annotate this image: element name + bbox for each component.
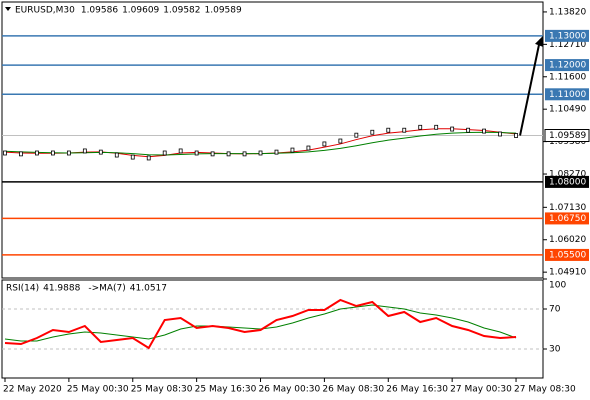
candle	[482, 128, 487, 134]
x-tick-label: 26 May 08:30	[322, 385, 384, 395]
y-tick-label: 1.07130	[549, 203, 586, 213]
level-box	[545, 88, 589, 101]
rsi-line	[4, 304, 517, 342]
candle	[114, 152, 119, 158]
x-tick-label: 27 May 08:30	[514, 385, 576, 395]
level-label: 1.06750	[549, 214, 586, 224]
y-tick-label: 1.09380	[549, 137, 586, 147]
rsi-title: RSI(14)	[6, 284, 39, 294]
current-price-label: 1.09589	[549, 131, 586, 141]
y-tick-label: 1.12710	[549, 40, 586, 50]
x-tick-label: 25 May 16:30	[195, 385, 257, 395]
candle	[19, 151, 23, 157]
candle	[35, 150, 39, 156]
y-tick-label: 1.08270	[549, 170, 586, 180]
level-box	[545, 29, 589, 42]
candle	[434, 124, 439, 130]
rsi-header: ->MA(7)	[88, 284, 125, 294]
candle	[498, 131, 502, 137]
candle	[466, 127, 471, 133]
candle	[450, 126, 455, 132]
candle	[98, 149, 103, 155]
y-tick-label: 1.06020	[549, 235, 586, 245]
menu-arrow	[5, 7, 11, 11]
x-tick-label: 25 May 00:30	[67, 385, 129, 395]
y-tick-label: 1.10490	[549, 105, 586, 115]
level-box	[545, 212, 589, 225]
candle	[66, 150, 71, 156]
y-tick-label: 70	[549, 305, 561, 315]
rsi-header: 41.9888	[43, 284, 80, 294]
y-tick-label: 30	[549, 345, 561, 355]
candle	[194, 150, 199, 156]
level-label: 1.08000	[549, 177, 586, 187]
candle	[338, 138, 343, 144]
candle	[162, 150, 167, 156]
ohlc-value: 1.09582	[163, 6, 200, 16]
ohlc-value: 1.09586	[81, 6, 118, 16]
candle	[418, 124, 423, 130]
candle	[290, 147, 295, 153]
candle	[354, 132, 359, 138]
candle	[226, 151, 231, 157]
candle	[242, 151, 247, 157]
chart-title: EURUSD,M30	[15, 6, 75, 16]
candle	[514, 133, 518, 138]
candle	[370, 129, 375, 135]
y-tick-label: 1.13820	[549, 7, 586, 17]
candle	[274, 149, 279, 155]
candle	[146, 155, 151, 161]
candle	[210, 151, 215, 157]
candle	[258, 150, 263, 156]
ohlc-value: 1.09609	[122, 6, 159, 16]
rsi-panel	[1, 279, 544, 379]
candle	[322, 141, 327, 147]
candle	[306, 145, 311, 151]
y-tick-label: 100	[549, 281, 566, 291]
candle	[386, 127, 391, 133]
level-box	[545, 59, 589, 72]
rsi-line	[4, 298, 517, 350]
candle	[51, 150, 55, 156]
arrow-head	[535, 35, 543, 47]
rsi-header: 41.0517	[130, 284, 167, 294]
x-tick-label: 27 May 00:30	[450, 385, 512, 395]
arrow	[519, 39, 541, 136]
level-label: 1.11000	[549, 90, 586, 100]
level-label: 1.13000	[549, 31, 586, 41]
level-label: 1.05500	[549, 250, 586, 260]
current-price-box	[544, 129, 590, 143]
x-tick-label: 26 May 00:30	[259, 385, 321, 395]
x-tick-label: 26 May 16:30	[386, 385, 448, 395]
candle	[178, 148, 183, 154]
candle	[82, 148, 87, 154]
candle	[130, 154, 135, 160]
candle	[402, 127, 407, 133]
x-tick-label: 22 May 2020	[3, 385, 62, 395]
y-tick-label: 1.11600	[549, 72, 586, 82]
level-box	[545, 175, 589, 188]
candle	[3, 150, 7, 156]
ohlc-value: 1.09589	[205, 6, 242, 16]
x-tick-label: 25 May 08:30	[131, 385, 193, 395]
main-panel	[1, 1, 544, 279]
y-tick-label: 1.04910	[549, 268, 586, 278]
level-box	[545, 248, 589, 261]
level-label: 1.12000	[549, 61, 586, 71]
